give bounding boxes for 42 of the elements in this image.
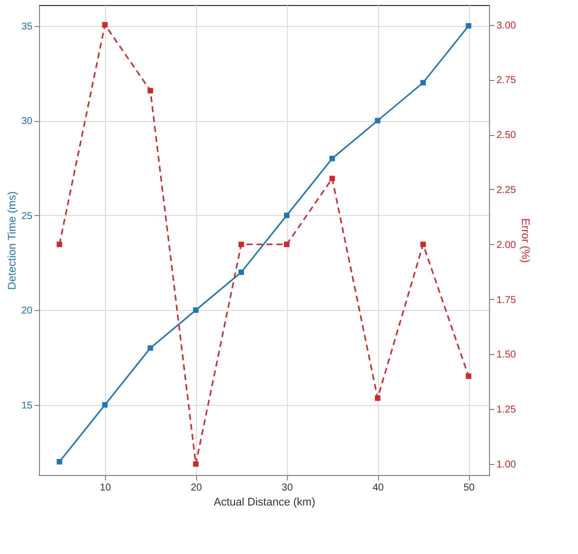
point — [193, 461, 199, 467]
point — [329, 156, 335, 162]
x-tick-label: 10 — [100, 482, 112, 494]
x-axis-title: Actual Distance (km) — [214, 496, 316, 508]
point — [329, 176, 335, 182]
point — [148, 88, 154, 94]
y-tick-label: 15 — [21, 400, 33, 412]
point — [102, 402, 108, 408]
y2-tick-label: 1.50 — [496, 350, 516, 361]
point — [56, 458, 62, 464]
point — [374, 395, 380, 401]
y-tick-label: 25 — [21, 210, 33, 222]
y2-tick-label: 3.00 — [496, 20, 516, 32]
x-tick-label: 50 — [463, 482, 476, 494]
y2-tick-label: 1.00 — [496, 460, 516, 471]
y-tick-label: 20 — [21, 306, 33, 317]
y2-tick-label: 2.50 — [496, 130, 516, 142]
point — [284, 212, 290, 218]
point — [466, 23, 472, 29]
x-tick-label: 20 — [190, 482, 202, 494]
point — [102, 22, 108, 28]
x-tick-label: 30 — [282, 482, 294, 494]
y2-tick-label: 1.25 — [496, 404, 516, 416]
point — [420, 80, 426, 86]
y-tick-label: 30 — [21, 116, 33, 128]
x-tick-label: 40 — [372, 482, 384, 494]
y2-tick-label: 2.25 — [496, 184, 516, 196]
point — [238, 242, 244, 248]
y-tick-label: 35 — [21, 21, 33, 32]
point — [193, 307, 199, 313]
y2-axis-title: Error (%) — [518, 218, 531, 263]
point — [238, 269, 244, 275]
y-axis-title: Detection Time (ms) — [6, 191, 18, 290]
point — [284, 242, 290, 248]
point — [374, 118, 380, 124]
point — [420, 242, 426, 248]
point — [56, 242, 62, 248]
y2-tick-label: 2.75 — [496, 75, 516, 86]
y2-tick-label: 1.75 — [496, 294, 516, 306]
y2-tick-label: 2.00 — [496, 240, 516, 251]
point — [466, 373, 472, 379]
point — [148, 345, 154, 351]
